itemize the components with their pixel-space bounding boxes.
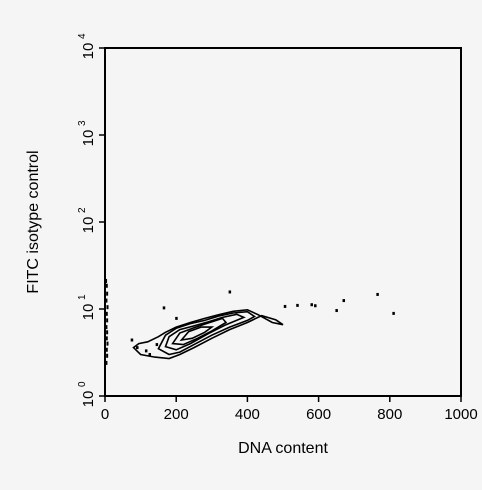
outlier-point-3 — [144, 349, 148, 353]
y-tick-label-0: 10 0 — [77, 381, 97, 407]
y-tick-base-3: 10 — [80, 130, 97, 147]
axis-event-8 — [106, 318, 109, 323]
y-tick-exponent-3: 3 — [77, 120, 88, 126]
axis-event-2 — [106, 353, 109, 358]
y-tick-exponent-4: 4 — [77, 33, 88, 39]
axis-event-5 — [105, 336, 108, 341]
axis-event-6 — [106, 330, 109, 335]
axis-event-4 — [106, 341, 109, 346]
y-tick-base-4: 10 — [80, 43, 97, 60]
contour-ring-4 — [171, 317, 228, 346]
outlier-point-10 — [296, 303, 299, 307]
x-tick-label-400: 400 — [235, 406, 260, 423]
outlier-point-1 — [130, 338, 134, 342]
axis-event-9 — [105, 311, 108, 316]
contour-ring-1 — [132, 308, 284, 360]
outlier-point-8 — [228, 290, 232, 294]
y-tick-label-4: 10 4 — [77, 33, 97, 59]
y-axis-label: FITC isotype control — [25, 150, 42, 293]
contour-ring-5 — [179, 326, 215, 342]
outlier-point-16 — [392, 311, 395, 315]
x-axis-ticks: 0 200 400 600 800 1000 — [101, 396, 478, 423]
y-tick-base-2: 10 — [80, 217, 97, 234]
y-tick-label-3: 10 3 — [77, 120, 97, 146]
x-tick-label-600: 600 — [306, 406, 331, 423]
y-tick-label-2: 10 2 — [77, 207, 97, 233]
outlier-point-15 — [376, 292, 379, 296]
outlier-point-13 — [335, 309, 338, 313]
axis-event-14 — [105, 278, 108, 283]
axis-event-3 — [105, 347, 108, 352]
x-tick-label-200: 200 — [164, 406, 189, 423]
outlier-point-7 — [175, 316, 178, 320]
axis-event-12 — [106, 291, 109, 296]
y-tick-base-1: 10 — [80, 304, 97, 321]
y-tick-label-1: 10 1 — [77, 294, 97, 320]
x-tick-label-800: 800 — [377, 406, 402, 423]
y-tick-exponent-1: 1 — [77, 294, 88, 300]
axis-event-11 — [105, 298, 108, 303]
outlier-point-12 — [314, 304, 317, 308]
outlier-point-5 — [155, 343, 159, 347]
axis-event-10 — [106, 305, 109, 310]
axis-event-1 — [105, 360, 108, 365]
y-tick-base-0: 10 — [80, 391, 97, 408]
y-tick-exponent-2: 2 — [77, 207, 88, 213]
outlier-point-4 — [148, 352, 151, 356]
contour-ring-2 — [157, 310, 257, 356]
outlier-point-6 — [162, 306, 166, 310]
axis-event-7 — [105, 325, 108, 330]
axis-event-13 — [105, 283, 108, 288]
contour-layer — [132, 308, 284, 360]
outlier-point-11 — [310, 303, 313, 307]
x-axis-label: DNA content — [238, 440, 328, 457]
x-tick-label-1000: 1000 — [444, 406, 477, 423]
x-tick-label-0: 0 — [101, 406, 109, 423]
outlier-point-14 — [342, 299, 346, 303]
outlier-point-9 — [283, 304, 287, 308]
event-layer — [105, 278, 395, 365]
y-axis-ticks: 10 0 10 1 10 2 10 3 10 4 — [77, 33, 105, 407]
outlier-point-2 — [136, 346, 139, 350]
plot-frame — [104, 47, 462, 397]
y-tick-exponent-0: 0 — [77, 381, 88, 387]
contour-ring-3 — [164, 313, 246, 351]
